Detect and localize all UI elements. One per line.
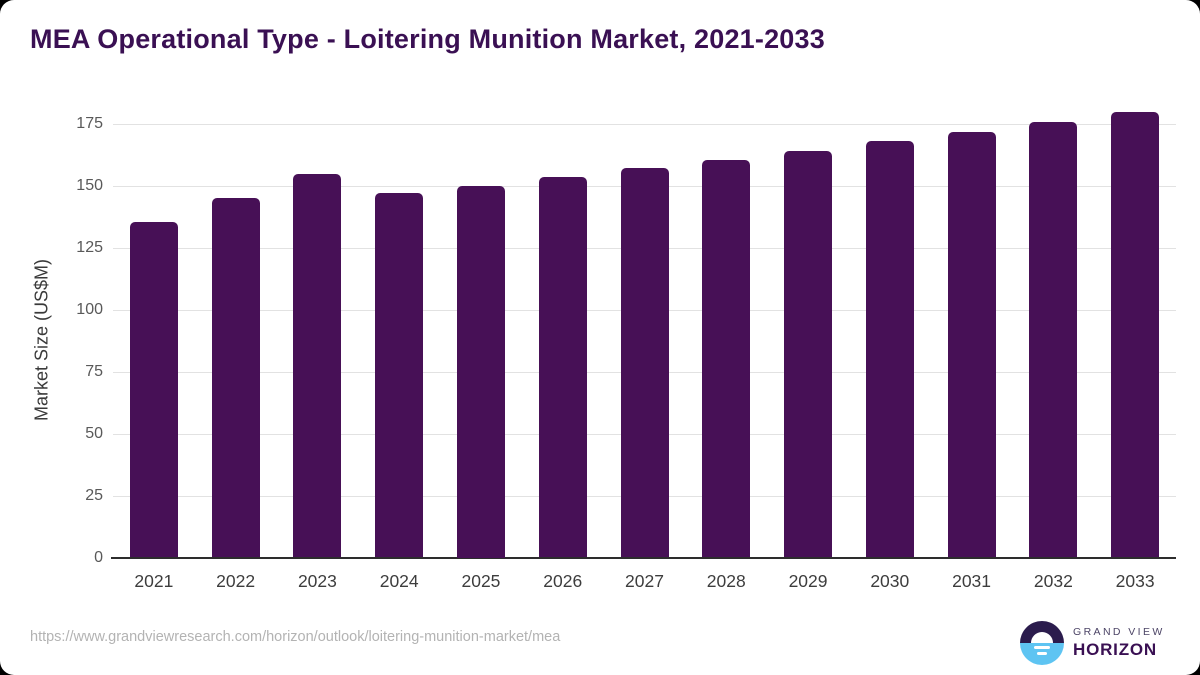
x-axis-line [111,556,1176,559]
x-tick-label: 2033 [1115,571,1155,591]
chart-title: MEA Operational Type - Loitering Munitio… [30,24,825,54]
sun-shape [1031,632,1053,643]
x-tick-label: 2032 [1033,571,1073,591]
x-tick-label: 2031 [952,571,992,591]
x-tick-label: 2025 [461,571,501,591]
gridline [113,123,1176,125]
bar-2023 [293,174,342,558]
y-tick-label: 100 [76,300,103,318]
y-tick-label: 125 [76,238,103,256]
bar-2030 [865,141,914,558]
brand-logo: GRAND VIEW HORIZON [1020,621,1165,665]
x-tick-label: 2022 [216,571,256,591]
bar-2025 [456,185,505,558]
x-tick-label: 2027 [625,571,664,591]
x-tick-label: 2028 [706,571,746,591]
bar-2031 [947,131,996,558]
x-tick-label: 2021 [134,571,174,591]
x-tick-label: 2029 [788,571,828,591]
reflection-line [1037,652,1047,655]
bar-2033 [1111,111,1160,558]
brand-logo-text: GRAND VIEW HORIZON [1073,626,1165,660]
y-tick-label: 75 [85,362,103,380]
y-tick-label: 0 [94,548,103,566]
y-tick-label: 25 [85,486,103,504]
bar-2029 [784,150,833,558]
source-url: https://www.grandviewresearch.com/horizo… [30,629,561,645]
bar-2032 [1029,122,1078,558]
brand-name-top: GRAND VIEW [1073,626,1165,638]
bar-2026 [538,177,587,558]
bar-2022 [211,198,260,558]
y-tick-label: 175 [76,114,103,132]
bar-2024 [375,193,424,558]
y-axis-title: Market Size (US$M) [31,258,52,422]
y-tick-label: 50 [85,424,103,442]
x-tick-label: 2026 [543,571,583,591]
bar-2027 [620,168,669,558]
x-tick-label: 2030 [870,571,910,591]
sunrise-circle-icon [1020,621,1064,665]
x-tick-label: 2023 [297,571,337,591]
brand-name-bottom: HORIZON [1073,640,1157,659]
y-tick-label: 150 [76,176,103,194]
bar-2021 [129,221,178,558]
bar-2028 [702,159,751,558]
x-tick-label: 2024 [379,571,419,591]
reflection-line [1034,646,1050,649]
